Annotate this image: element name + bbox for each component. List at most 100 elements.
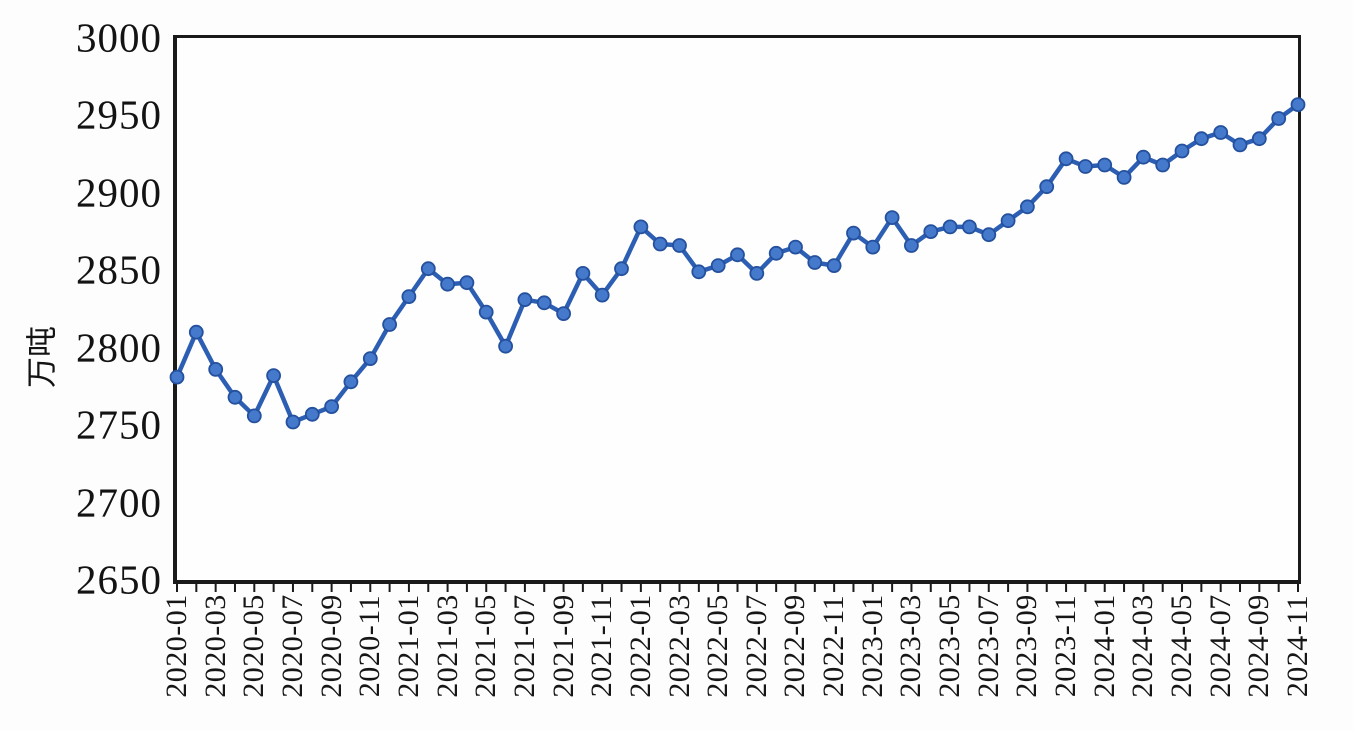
- y-tick-label: 2650: [76, 556, 162, 603]
- x-tick-label-text: 2024-07: [1203, 594, 1237, 698]
- data-point-marker: [1232, 137, 1248, 153]
- data-point-marker: [556, 306, 572, 322]
- x-tick-label-text: 2022-09: [778, 594, 812, 698]
- x-tick-label-text: 2024-11: [1281, 594, 1314, 698]
- data-point-marker: [710, 258, 726, 274]
- data-series-markers: [169, 97, 1306, 430]
- data-point-marker: [1271, 111, 1287, 126]
- data-point-marker: [768, 245, 784, 261]
- x-tick-label-text: 2021-05: [469, 594, 503, 698]
- data-point-marker: [1097, 157, 1113, 173]
- data-point-marker: [304, 406, 320, 422]
- y-tick-label: 3000: [76, 14, 162, 61]
- data-point-marker: [633, 219, 649, 235]
- x-tick-label-text: 2020-11: [353, 594, 387, 698]
- data-point-marker: [981, 227, 997, 243]
- x-tick-label-text: 2023-01: [855, 594, 889, 698]
- data-point-marker: [420, 261, 436, 277]
- data-point-marker: [362, 351, 378, 367]
- y-tick-label: 2750: [76, 401, 162, 448]
- data-point-marker: [343, 374, 359, 390]
- x-tick-label-text: 2020-05: [237, 594, 271, 698]
- data-point-marker: [1194, 131, 1209, 147]
- data-point-marker: [1000, 213, 1016, 229]
- data-point-marker: [440, 276, 456, 292]
- data-point-marker: [904, 238, 919, 253]
- x-tick-label-text: 2024-05: [1165, 594, 1199, 698]
- data-series-svg: [169, 97, 1306, 592]
- data-point-marker: [1136, 149, 1151, 165]
- x-tick-label-text: 2022-03: [662, 594, 696, 698]
- data-point-marker: [498, 338, 514, 354]
- data-point-marker: [614, 261, 629, 277]
- data-point-marker: [594, 287, 610, 303]
- data-point-marker: [382, 317, 398, 332]
- data-point-marker: [846, 225, 861, 241]
- x-tick-label-text: 2024-09: [1242, 594, 1276, 698]
- data-point-marker: [826, 258, 842, 274]
- x-tick-label-text: 2021-07: [507, 594, 541, 698]
- data-point-marker: [672, 238, 687, 253]
- data-point-marker: [1039, 179, 1055, 195]
- data-point-marker: [227, 389, 243, 405]
- data-point-marker: [1020, 199, 1035, 215]
- y-tick-label: 2850: [76, 246, 162, 293]
- x-tick-label-text: 2023-05: [933, 594, 967, 698]
- data-point-marker: [246, 408, 262, 424]
- data-point-marker: [324, 399, 340, 415]
- x-tick-label-text: 2023-11: [1049, 594, 1083, 698]
- data-point-marker: [1116, 169, 1132, 185]
- data-point-marker: [884, 210, 900, 226]
- data-point-marker: [923, 224, 939, 240]
- data-point-marker: [1290, 97, 1306, 112]
- data-point-marker: [691, 264, 707, 280]
- data-point-marker: [749, 265, 765, 281]
- x-tick-label-text: 2023-03: [894, 594, 928, 698]
- data-point-marker: [459, 275, 475, 291]
- data-point-marker: [478, 304, 494, 320]
- data-point-marker: [1058, 151, 1074, 167]
- x-tick-label-text: 2020-09: [314, 594, 348, 698]
- data-point-marker: [1213, 125, 1229, 140]
- data-point-marker: [730, 247, 745, 263]
- data-series-line: [174, 102, 1301, 425]
- y-tick-label: 2900: [76, 169, 162, 216]
- data-point-marker: [1174, 143, 1190, 159]
- x-tick-label-text: 2022-01: [623, 594, 657, 698]
- data-point-marker: [266, 368, 281, 384]
- data-point-marker: [652, 236, 668, 252]
- data-point-marker: [942, 219, 958, 235]
- x-tick-label-text: 2020-01: [160, 594, 193, 698]
- data-point-marker: [188, 324, 204, 340]
- x-tick-label-text: 2021-01: [391, 594, 425, 698]
- data-point-marker: [962, 219, 977, 235]
- data-point-marker: [1155, 157, 1171, 173]
- y-tick-label: 2950: [76, 91, 162, 138]
- x-axis-ticks: [176, 584, 1299, 592]
- plot-area: [169, 35, 1306, 592]
- data-point-marker: [1078, 159, 1093, 174]
- y-tick-label: 2700: [76, 479, 162, 526]
- data-point-marker: [536, 295, 552, 311]
- x-tick-label-text: 2022-05: [701, 594, 735, 698]
- x-tick-label-text: 2022-11: [817, 594, 851, 698]
- x-tick-label-text: 2020-03: [198, 594, 232, 698]
- data-point-marker: [575, 265, 591, 281]
- x-tick-label-text: 2024-01: [1087, 594, 1121, 698]
- x-tick-label-text: 2021-11: [585, 594, 619, 698]
- data-point-marker: [1251, 131, 1267, 147]
- x-tick-label-text: 2021-09: [546, 594, 580, 698]
- data-point-marker: [208, 361, 224, 377]
- x-tick-label-text: 2024-03: [1126, 594, 1160, 698]
- x-tick-label-text: 2021-03: [430, 594, 464, 698]
- x-tick-label-text: 2023-09: [1010, 594, 1044, 698]
- data-point-marker: [285, 414, 301, 430]
- data-point-marker: [865, 239, 881, 255]
- x-tick-label-text: 2022-07: [739, 594, 773, 698]
- x-tick-label-text: 2023-07: [971, 594, 1005, 698]
- data-point-marker: [788, 239, 803, 255]
- data-point-marker: [807, 255, 823, 270]
- data-point-marker: [517, 292, 533, 308]
- x-tick-label-text: 2020-07: [275, 594, 309, 698]
